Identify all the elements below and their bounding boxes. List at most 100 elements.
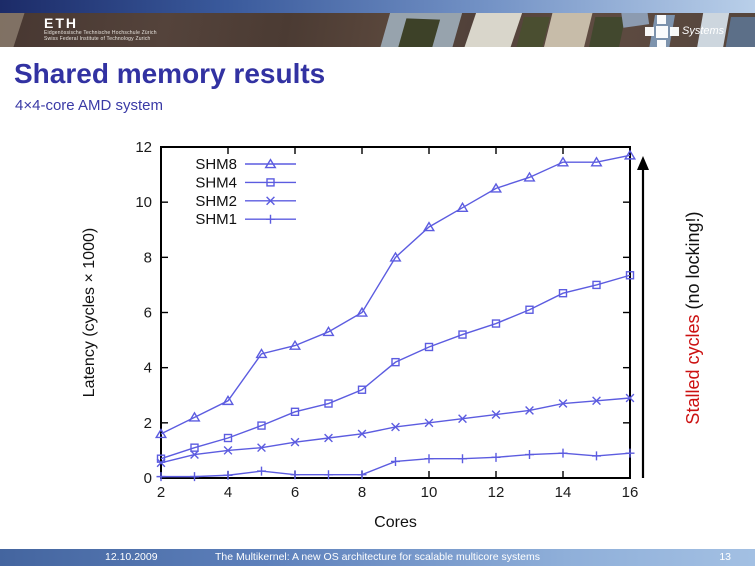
page-title: Shared memory results (14, 58, 326, 89)
marker-SHM1 (458, 454, 467, 464)
marker-SHM1 (424, 454, 434, 464)
marker-SHM4 (625, 271, 635, 280)
marker-SHM1 (491, 452, 501, 462)
marker-SHM2 (592, 396, 601, 406)
marker-SHM2 (357, 429, 367, 439)
x-tick-label: 14 (555, 484, 572, 501)
legend-label-SHM4: SHM4 (195, 174, 237, 191)
legend-label-SHM8: SHM8 (195, 156, 237, 173)
page-subtitle: 4×4-core AMD system (15, 97, 163, 114)
x-axis-label: Cores (374, 514, 417, 531)
stalled-cycles-text: Stalled cycles (683, 314, 703, 425)
marker-SHM1 (625, 448, 635, 458)
systems-logo-icon (657, 40, 666, 47)
stalled-cycles-arrowhead (637, 156, 649, 170)
legend-label-SHM1: SHM1 (195, 211, 237, 228)
marker-SHM1 (190, 472, 199, 482)
marker-SHM1 (592, 451, 601, 461)
marker-SHM8 (154, 428, 168, 439)
systems-group-logo: Systems (645, 15, 750, 47)
marker-SHM2 (525, 406, 534, 415)
eth-logo-acronym: ETH (44, 15, 78, 31)
marker-SHM8 (422, 221, 436, 232)
legend-marker-SHM2 (266, 196, 275, 206)
x-tick-label: 6 (291, 484, 299, 501)
footer-date: 12.10.2009 (105, 551, 158, 563)
stalled-cycles-annotation: Stalled cycles (no locking!) (680, 158, 706, 478)
marker-SHM1 (223, 470, 233, 480)
systems-logo-icon (657, 15, 666, 24)
marker-SHM8 (355, 306, 369, 317)
marker-SHM4 (324, 399, 333, 408)
marker-SHM1 (558, 448, 568, 458)
marker-SHM2 (257, 443, 266, 453)
marker-SHM1 (156, 472, 166, 482)
legend-marker-SHM8 (264, 158, 277, 169)
slide-number: 13 (719, 551, 731, 563)
y-axis-label: Latency (cycles × 1000) (81, 228, 98, 397)
eth-logo: ETH Eidgenössische Technische Hochschule… (44, 16, 157, 42)
x-tick-label: 16 (622, 484, 639, 501)
marker-SHM2 (458, 414, 467, 424)
marker-SHM4 (357, 385, 367, 394)
eth-logo-line2: Swiss Federal Institute of Technology Zu… (44, 36, 151, 42)
x-tick-label: 10 (421, 484, 438, 501)
marker-SHM8 (255, 348, 268, 359)
marker-SHM8 (556, 156, 570, 167)
series-line-SHM8 (160, 154, 631, 435)
marker-SHM2 (558, 399, 568, 408)
systems-logo-label: Systems (682, 25, 725, 37)
eth-logo-line1: Eidgenössische Technische Hochschule Zür… (44, 30, 157, 36)
marker-SHM8 (188, 411, 201, 422)
marker-SHM4 (558, 288, 568, 298)
marker-SHM2 (156, 458, 166, 468)
marker-SHM8 (590, 156, 603, 167)
marker-SHM8 (288, 339, 302, 350)
legend-label-SHM2: SHM2 (195, 193, 237, 210)
marker-SHM2 (424, 418, 434, 428)
marker-SHM2 (391, 422, 400, 432)
systems-logo-icon (656, 26, 668, 38)
marker-SHM1 (290, 470, 300, 480)
marker-SHM4 (424, 342, 434, 352)
y-tick-label: 4 (144, 360, 152, 377)
x-tick-label: 8 (358, 484, 366, 501)
marker-SHM4 (290, 407, 300, 416)
y-tick-label: 0 (144, 470, 152, 487)
systems-logo-icon (670, 27, 679, 36)
legend-marker-SHM1 (266, 214, 275, 224)
y-tick-label: 12 (135, 139, 152, 156)
marker-SHM2 (491, 410, 501, 419)
marker-SHM4 (458, 330, 467, 339)
marker-SHM8 (322, 326, 335, 337)
systems-logo-icon (645, 27, 654, 36)
marker-SHM4 (257, 421, 266, 430)
marker-SHM8 (489, 182, 503, 193)
marker-SHM2 (290, 437, 300, 447)
marker-SHM1 (525, 450, 534, 460)
marker-SHM4 (525, 305, 534, 314)
marker-SHM4 (391, 357, 400, 367)
marker-SHM1 (391, 456, 400, 466)
x-tick-label: 4 (224, 484, 232, 501)
series-line-SHM4 (160, 274, 631, 460)
marker-SHM4 (223, 433, 233, 443)
marker-SHM8 (456, 201, 469, 212)
no-locking-text: (no locking!) (683, 211, 703, 315)
y-tick-label: 10 (135, 194, 152, 211)
legend-marker-SHM4 (266, 178, 275, 187)
marker-SHM1 (324, 470, 333, 480)
header-photo-strip: ETH Eidgenössische Technische Hochschule… (0, 13, 755, 47)
marker-SHM8 (523, 171, 536, 182)
header-gradient-bar (0, 0, 755, 13)
x-tick-label: 2 (157, 484, 165, 501)
marker-SHM2 (324, 433, 333, 443)
footer-title: The Multikernel: A new OS architecture f… (214, 551, 541, 563)
marker-SHM4 (491, 319, 501, 328)
marker-SHM2 (190, 450, 199, 459)
y-tick-label: 6 (144, 305, 152, 322)
marker-SHM4 (190, 443, 199, 452)
x-tick-label: 12 (488, 484, 505, 501)
